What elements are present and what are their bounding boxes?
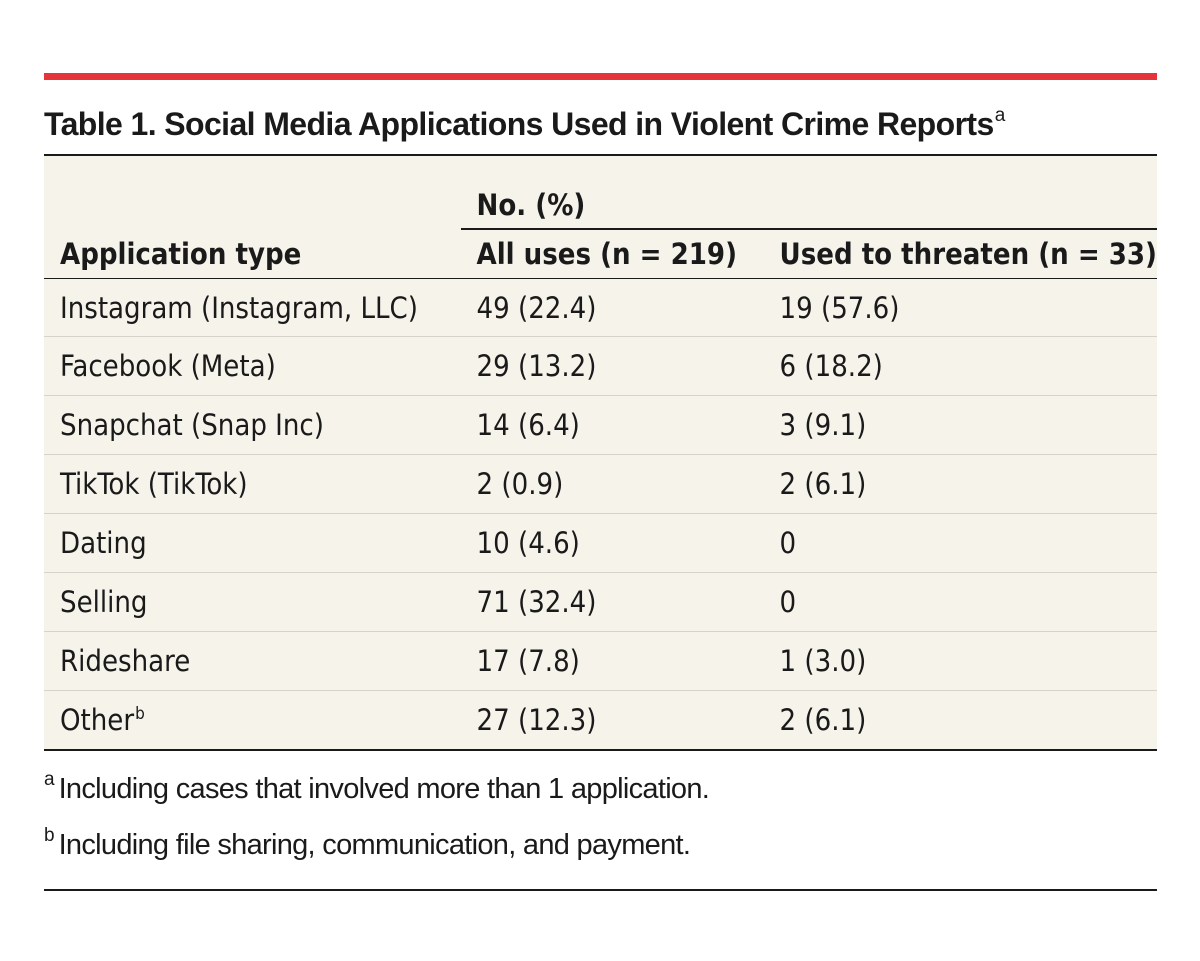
application-name: Snapchat (Snap Inc): [60, 408, 324, 442]
cell-used-to-threaten: 1 (3.0): [763, 631, 1157, 691]
row-footnote-marker: b: [135, 704, 145, 724]
cell-used-to-threaten: 0: [763, 572, 1157, 632]
cell-application: Snapchat (Snap Inc): [44, 395, 461, 455]
application-name: Rideshare: [60, 644, 191, 678]
table-title-text: Table 1. Social Media Applications Used …: [44, 106, 994, 142]
application-name: Instagram (Instagram, LLC): [60, 290, 418, 325]
footnote-text: Including file sharing, communication, a…: [58, 829, 691, 861]
cell-used-to-threaten: 6 (18.2): [763, 336, 1157, 396]
footnote-b: b Including file sharing, communication, …: [44, 825, 1157, 883]
application-name: Dating: [60, 526, 147, 560]
title-footnote-marker: a: [994, 105, 1006, 126]
cell-application: Rideshare: [44, 631, 461, 691]
cell-all-uses: 10 (4.6): [460, 513, 764, 573]
cell-application: TikTok (TikTok): [44, 454, 461, 514]
table-figure: Table 1. Social Media Applications Used …: [44, 73, 1157, 891]
footnote-a: a Including cases that involved more than…: [44, 769, 1157, 827]
data-table: No. (%) Application type All uses (n = 2…: [44, 156, 1157, 749]
table-row: Instagram (Instagram, LLC) 49 (22.4) 19 …: [44, 278, 1157, 337]
header-row-group: No. (%): [44, 156, 1157, 230]
cell-application: Otherb: [44, 690, 461, 749]
cell-all-uses: 71 (32.4): [460, 572, 764, 632]
cell-used-to-threaten: 19 (57.6): [763, 278, 1157, 337]
cell-all-uses: 17 (7.8): [460, 631, 764, 691]
column-header-all-uses: All uses (n = 219): [476, 237, 738, 271]
column-header-used-to-threaten: Used to threaten (n = 33): [779, 237, 1157, 271]
footnote-marker: a: [44, 769, 55, 790]
application-name: Selling: [60, 585, 148, 619]
column-header-application-type: Application type: [60, 236, 302, 271]
cell-application: Instagram (Instagram, LLC): [44, 278, 461, 337]
table-row: Snapchat (Snap Inc) 14 (6.4) 3 (9.1): [44, 395, 1157, 455]
footnote-marker: b: [44, 825, 55, 846]
table-row: TikTok (TikTok) 2 (0.9) 2 (6.1): [44, 454, 1157, 514]
cell-all-uses: 2 (0.9): [460, 454, 764, 514]
table-row: Dating 10 (4.6) 0: [44, 513, 1157, 573]
table-row: Facebook (Meta) 29 (13.2) 6 (18.2): [44, 336, 1157, 396]
accent-rule: [44, 73, 1157, 80]
application-name: Other: [60, 703, 135, 737]
application-name: Facebook (Meta): [60, 349, 276, 383]
table-title: Table 1. Social Media Applications Used …: [44, 102, 1157, 154]
cell-used-to-threaten: 2 (6.1): [763, 454, 1157, 514]
cell-all-uses: 27 (12.3): [460, 690, 764, 749]
cell-application: Facebook (Meta): [44, 336, 461, 396]
table-row: Rideshare 17 (7.8) 1 (3.0): [44, 631, 1157, 691]
table-row: Otherb 27 (12.3) 2 (6.1): [44, 690, 1157, 749]
cell-all-uses: 29 (13.2): [460, 336, 764, 396]
group-header-count-percent: No. (%): [460, 156, 1157, 230]
header-row-columns: Application type All uses (n = 219) Used…: [44, 229, 1157, 279]
table-row: Selling 71 (32.4) 0: [44, 572, 1157, 632]
cell-all-uses: 14 (6.4): [460, 395, 764, 455]
cell-used-to-threaten: 2 (6.1): [763, 690, 1157, 749]
footnote-text: Including cases that involved more than …: [58, 773, 710, 805]
data-table-container: No. (%) Application type All uses (n = 2…: [44, 154, 1157, 751]
footnotes: a Including cases that involved more than…: [44, 751, 1157, 891]
cell-used-to-threaten: 0: [763, 513, 1157, 573]
cell-used-to-threaten: 3 (9.1): [763, 395, 1157, 455]
cell-all-uses: 49 (22.4): [460, 278, 764, 337]
header-spacer: [44, 156, 461, 229]
cell-application: Dating: [44, 513, 461, 573]
cell-application: Selling: [44, 572, 461, 632]
application-name: TikTok (TikTok): [60, 467, 248, 501]
